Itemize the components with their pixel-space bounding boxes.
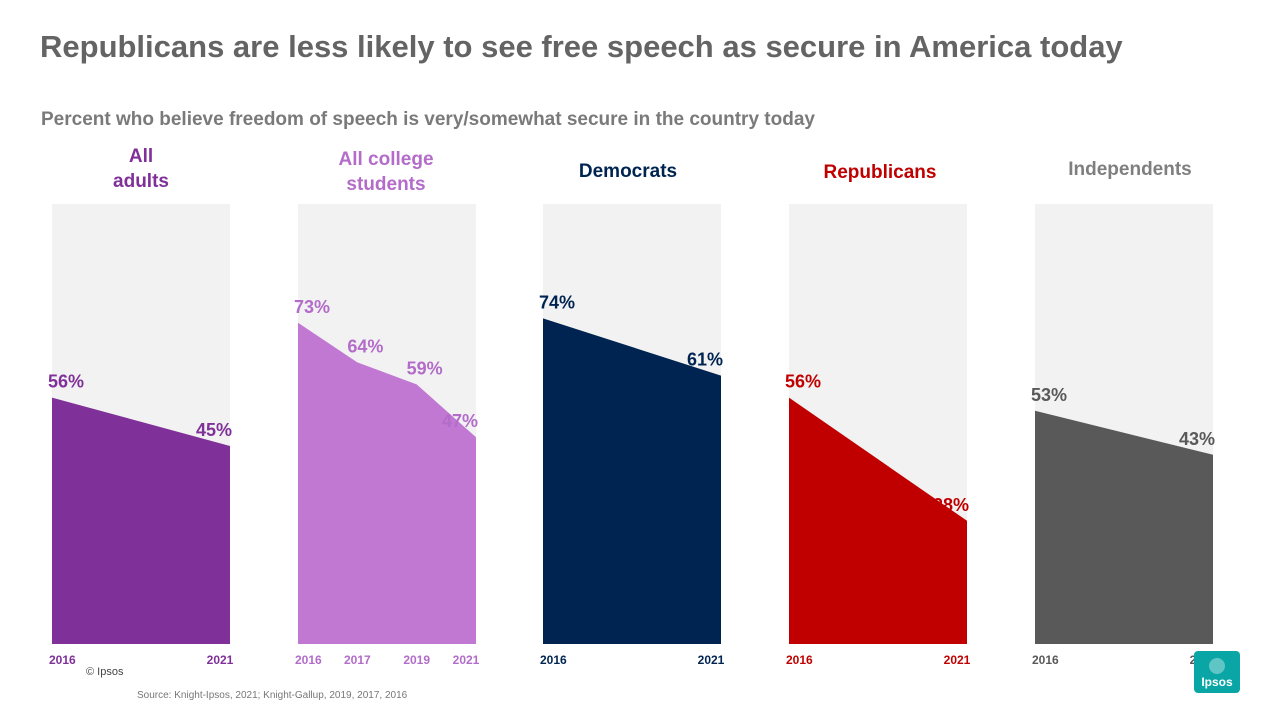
- panel-title-republicans: Republicans: [790, 160, 970, 185]
- logo-badge-shape: [1194, 651, 1240, 693]
- area-republicans: [789, 397, 967, 644]
- chart-title: Republicans are less likely to see free …: [40, 29, 1123, 64]
- source-note: Source: Knight-Ipsos, 2021; Knight-Gallu…: [137, 690, 408, 701]
- x-tick-label-democrats-2021: 2021: [698, 653, 725, 667]
- area-all-college-students: [298, 322, 476, 644]
- panel-title-line: All: [128, 146, 154, 167]
- x-tick-label-all-adults-2016: 2016: [49, 653, 76, 667]
- data-label-independents-2021: 43%: [1179, 429, 1215, 449]
- data-label-democrats-2016: 74%: [539, 292, 575, 312]
- panel-title-line: Democrats: [578, 161, 678, 182]
- x-tick-label-republicans-2021: 2021: [944, 653, 971, 667]
- x-tick-label-all-college-students-2019: 2019: [403, 653, 430, 667]
- data-label-all-adults-2016: 56%: [48, 372, 84, 392]
- area-independents: [1035, 410, 1213, 644]
- logo-wordmark: Ipsos: [1201, 675, 1233, 689]
- data-label-all-college-students-2021: 47%: [442, 411, 478, 431]
- data-label-all-college-students-2019: 59%: [407, 358, 443, 378]
- data-label-all-college-students-2017: 64%: [347, 336, 383, 356]
- data-label-republicans-2016: 56%: [785, 372, 821, 392]
- panel-title-democrats: Democrats: [538, 159, 718, 184]
- x-tick-label-all-college-students-2017: 2017: [344, 653, 371, 667]
- panel-title-all-college-students: All college students: [296, 147, 476, 197]
- panel-title-line: Republicans: [823, 162, 937, 183]
- x-tick-label-republicans-2016: 2016: [786, 653, 813, 667]
- data-label-republicans-2021: 28%: [933, 495, 969, 515]
- area-democrats: [543, 318, 721, 644]
- data-label-all-adults-2021: 45%: [196, 420, 232, 440]
- chart-subtitle: Percent who believe freedom of speech is…: [41, 109, 815, 130]
- panel-title-line: adults: [113, 171, 169, 192]
- panel-title-line: students: [346, 174, 426, 195]
- panel-title-all-adults: All adults: [51, 144, 231, 194]
- x-tick-label-democrats-2016: 2016: [540, 653, 567, 667]
- x-tick-label-all-adults-2021: 2021: [207, 653, 234, 667]
- x-tick-label-independents-2016: 2016: [1032, 653, 1059, 667]
- data-label-all-college-students-2016: 73%: [294, 297, 330, 317]
- data-label-democrats-2021: 61%: [687, 350, 723, 370]
- panel-title-line: Independents: [1068, 159, 1192, 180]
- x-tick-label-all-college-students-2016: 2016: [295, 653, 322, 667]
- copyright-text: © Ipsos: [86, 666, 124, 678]
- panel-title-independents: Independents: [1040, 157, 1220, 182]
- area-all-adults: [52, 397, 230, 644]
- logo-head-shape: [1209, 658, 1225, 674]
- panel-title-line: All college: [338, 149, 434, 170]
- x-tick-label-all-college-students-2021: 2021: [453, 653, 480, 667]
- data-label-independents-2016: 53%: [1031, 385, 1067, 405]
- ipsos-logo: Ipsos: [1194, 651, 1240, 693]
